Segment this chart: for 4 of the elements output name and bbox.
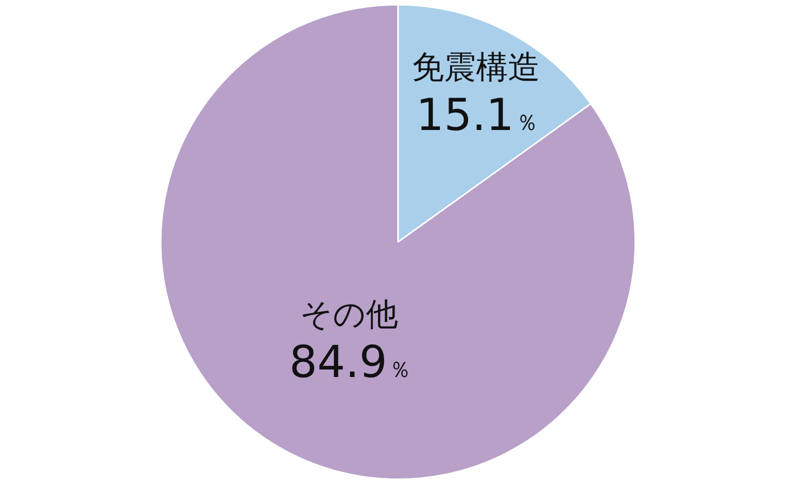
data-label: 15.1％ (416, 90, 538, 142)
slice-label: 免震構造 (412, 48, 540, 86)
slice-label: その他 (300, 294, 398, 333)
data-label: 84.9％ (289, 336, 412, 388)
